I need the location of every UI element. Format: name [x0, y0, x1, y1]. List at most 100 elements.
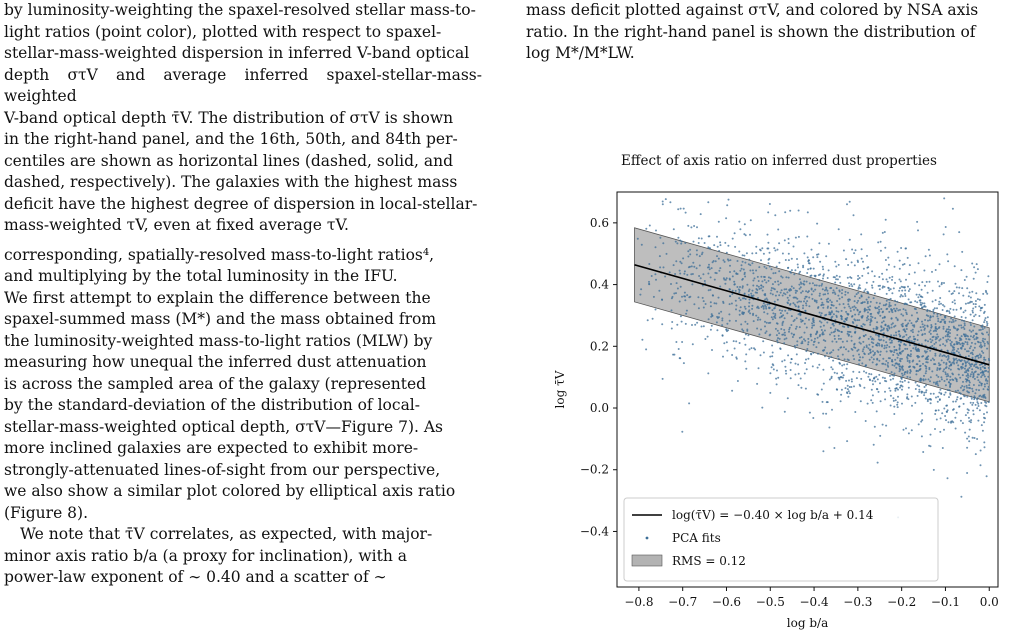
data-point — [756, 382, 759, 385]
data-point — [953, 315, 956, 318]
data-point — [707, 372, 710, 375]
data-point — [963, 322, 966, 325]
data-point — [859, 336, 861, 339]
data-point — [910, 429, 913, 432]
data-point — [639, 293, 642, 296]
data-point — [901, 374, 904, 377]
data-point — [916, 384, 919, 387]
data-point — [857, 274, 860, 277]
data-point — [977, 356, 980, 359]
plot-area — [634, 197, 991, 519]
data-point — [982, 292, 985, 295]
data-point — [966, 437, 969, 440]
data-point — [891, 374, 894, 377]
data-point — [716, 235, 718, 238]
data-point — [853, 252, 856, 255]
data-point — [858, 277, 861, 279]
data-point — [894, 387, 897, 390]
data-point — [860, 302, 863, 305]
data-point — [869, 319, 872, 322]
data-point — [891, 311, 894, 314]
data-point — [843, 320, 846, 323]
data-point — [985, 405, 988, 408]
data-point — [916, 301, 919, 304]
data-point — [872, 342, 875, 345]
data-point — [738, 309, 741, 312]
data-point — [851, 321, 854, 323]
data-point — [959, 386, 962, 389]
data-point — [941, 412, 944, 415]
data-point — [887, 256, 890, 259]
data-point — [883, 344, 886, 347]
data-point — [889, 337, 892, 340]
data-point — [918, 293, 921, 296]
data-point — [929, 445, 932, 448]
data-point — [908, 264, 911, 267]
data-point — [917, 370, 920, 372]
data-point — [968, 381, 971, 384]
data-point — [818, 242, 821, 245]
data-point — [948, 396, 950, 399]
data-point — [703, 280, 706, 282]
data-point — [977, 419, 980, 422]
data-point — [892, 354, 895, 356]
data-point — [798, 300, 801, 303]
data-point — [862, 340, 865, 343]
text-line: stellar-mass-weighted optical depth, στV… — [4, 417, 444, 436]
data-point — [803, 280, 806, 283]
data-point — [778, 332, 781, 335]
data-point — [766, 299, 769, 301]
data-point — [944, 391, 947, 394]
plot-frame — [616, 191, 999, 588]
data-point — [841, 364, 844, 367]
data-point — [938, 367, 941, 370]
data-point — [850, 339, 853, 342]
data-point — [771, 283, 774, 286]
data-point — [834, 281, 837, 284]
data-point — [871, 379, 874, 382]
data-point — [885, 292, 888, 295]
data-point — [856, 308, 859, 311]
data-point — [889, 404, 892, 407]
data-point — [872, 358, 875, 361]
data-point — [957, 367, 960, 370]
data-point — [832, 313, 835, 316]
data-point — [937, 384, 940, 387]
data-point — [960, 397, 963, 400]
data-point — [810, 339, 813, 342]
data-point — [917, 423, 920, 426]
data-point — [897, 330, 900, 333]
data-point — [677, 348, 680, 350]
data-point — [887, 286, 890, 289]
data-point — [901, 325, 904, 328]
data-point — [797, 235, 800, 238]
data-point — [835, 306, 838, 309]
data-point — [833, 337, 836, 340]
data-point — [939, 297, 942, 299]
data-point — [871, 361, 874, 364]
data-point — [929, 349, 932, 352]
data-point — [879, 249, 882, 252]
data-point — [966, 287, 969, 290]
data-point — [950, 363, 953, 366]
data-point — [875, 375, 878, 378]
data-point — [974, 355, 977, 358]
data-point — [690, 265, 693, 268]
data-point — [661, 377, 664, 380]
data-point — [876, 307, 879, 310]
data-point — [789, 209, 792, 212]
data-point — [764, 332, 767, 334]
data-point — [818, 294, 821, 297]
data-point — [655, 278, 657, 281]
data-point — [934, 383, 937, 385]
data-point — [744, 360, 747, 363]
x-tick-label: −0.7 — [668, 595, 697, 609]
data-point — [787, 354, 790, 357]
data-point — [909, 355, 912, 358]
data-point — [935, 409, 937, 412]
data-point — [646, 319, 649, 322]
data-point — [908, 288, 911, 291]
data-point — [783, 328, 786, 331]
data-point — [645, 348, 648, 351]
data-point — [801, 342, 804, 345]
